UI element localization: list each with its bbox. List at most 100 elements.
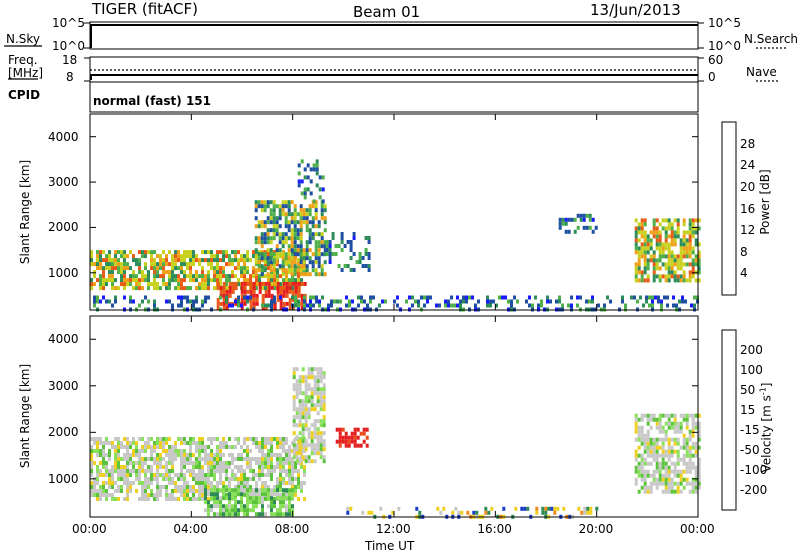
heatmap-cell-1-0 [219,449,222,453]
heatmap-cell-1-2 [319,367,323,372]
heatmap-cell-1-2 [316,411,320,416]
heatmap-cell-0-1 [222,285,226,290]
heatmap-cell-1-0 [102,465,105,469]
heatmap-cell-1-5 [670,485,674,490]
heatmap-cell-0-5 [177,303,180,308]
heatmap-cell-0-6 [673,254,677,259]
heatmap-cell-0-5 [447,303,450,308]
heatmap-cell-0-2 [281,212,285,217]
heatmap-cell-0-5 [528,295,531,300]
heatmap-cell-1-2 [304,375,308,380]
heatmap-cell-1-5 [664,465,668,470]
heatmap-cell-1-0 [189,497,192,501]
power-cbar-tick-0: 4 [740,266,748,281]
heatmap-cell-1-5 [637,453,641,458]
heatmap-cell-0-2 [290,268,294,273]
heatmap-cell-1-0 [240,465,243,469]
heatmap-cell-1-1 [210,504,213,509]
heatmap-cell-1-0 [201,473,204,477]
heatmap-cell-1-1 [204,492,207,497]
heatmap-cell-1-0 [120,445,123,449]
heatmap-cell-1-2 [307,431,311,436]
heatmap-cell-0-2 [254,268,258,273]
heatmap-cell-1-0 [126,469,129,473]
heatmap-cell-1-0 [303,449,306,453]
heatmap-cell-0-5 [165,299,168,304]
heatmap-cell-1-5 [646,441,650,446]
heatmap-cell-1-0 [243,449,246,453]
heatmap-cell-1-5 [649,437,653,442]
heatmap-cell-1-0 [168,437,171,441]
ytick-label-0-2: 3000 [48,175,79,190]
heatmap-cell-1-2 [304,403,308,408]
heatmap-cell-1-5 [676,469,680,474]
heatmap-cell-0-1 [285,281,289,286]
heatmap-cell-1-2 [295,447,299,452]
heatmap-cell-1-0 [180,457,183,461]
heatmap-cell-0-2 [317,264,321,269]
heatmap-cell-1-0 [198,465,201,469]
heatmap-cell-0-1 [222,293,226,298]
heatmap-cell-1-5 [685,445,689,450]
heatmap-cell-1-2 [319,375,323,380]
heatmap-cell-1-5 [676,485,680,490]
heatmap-cell-0-0 [111,278,114,283]
heatmap-cell-1-3 [350,435,354,440]
heatmap-cell-0-1 [246,281,250,286]
heatmap-cell-1-0 [90,449,93,453]
heatmap-cell-1-0 [294,437,297,441]
heatmap-cell-0-6 [661,218,665,223]
ytick-label-1-1: 2000 [48,425,79,440]
heatmap-cell-0-2 [266,256,270,261]
heatmap-cell-1-1 [270,500,273,505]
heatmap-cell-1-0 [147,493,150,497]
heatmap-cell-0-6 [688,250,692,255]
heatmap-cell-0-5 [336,299,339,304]
heatmap-cell-0-2 [263,252,267,257]
heatmap-cell-0-1 [252,293,256,298]
heatmap-cell-1-0 [210,437,213,441]
heatmap-cell-1-1 [216,488,219,493]
heatmap-cell-0-4 [352,232,356,236]
heatmap-cell-1-5 [652,473,656,478]
heatmap-cell-0-2 [314,200,318,205]
heatmap-cell-1-5 [667,481,671,486]
heatmap-cell-1-0 [126,445,129,449]
heatmap-cell-1-5 [646,449,650,454]
heatmap-cell-1-1 [291,496,294,501]
heatmap-cell-0-5 [396,303,399,308]
heatmap-cell-0-4 [361,256,365,260]
heatmap-cell-0-6 [640,222,644,227]
heatmap-cell-0-5 [423,303,426,308]
heatmap-cell-0-0 [228,278,231,283]
heatmap-cell-0-0 [123,262,126,267]
heatmap-cell-1-0 [114,453,117,457]
heatmap-cell-1-2 [307,427,311,432]
heatmap-cell-1-1 [234,508,237,513]
heatmap-cell-0-5 [624,303,627,308]
heatmap-cell-1-0 [108,485,111,489]
heatmap-cell-1-5 [691,453,695,458]
heatmap-cell-0-0 [162,270,165,275]
heatmap-cell-1-0 [207,473,210,477]
heatmap-cell-0-6 [688,278,692,283]
heatmap-cell-0-0 [180,278,183,283]
heatmap-cell-1-5 [646,437,650,442]
heatmap-cell-1-0 [198,493,201,497]
heatmap-cell-1-0 [225,477,228,481]
heatmap-cell-1-2 [292,431,296,436]
heatmap-cell-1-5 [640,413,644,418]
heatmap-cell-1-0 [192,497,195,501]
freq-label-1: Freq. [8,53,38,67]
heatmap-cell-1-0 [156,481,159,485]
heatmap-cell-0-6 [691,258,695,263]
heatmap-cell-0-0 [114,258,117,263]
heatmap-cell-0-2 [299,272,303,277]
heatmap-cell-0-6 [682,218,686,223]
heatmap-cell-0-0 [90,278,93,283]
heatmap-cell-1-0 [99,461,102,465]
heatmap-cell-1-0 [222,461,225,465]
heatmap-cell-1-0 [222,469,225,473]
heatmap-cell-1-0 [264,461,267,465]
heatmap-cell-0-1 [228,285,232,290]
